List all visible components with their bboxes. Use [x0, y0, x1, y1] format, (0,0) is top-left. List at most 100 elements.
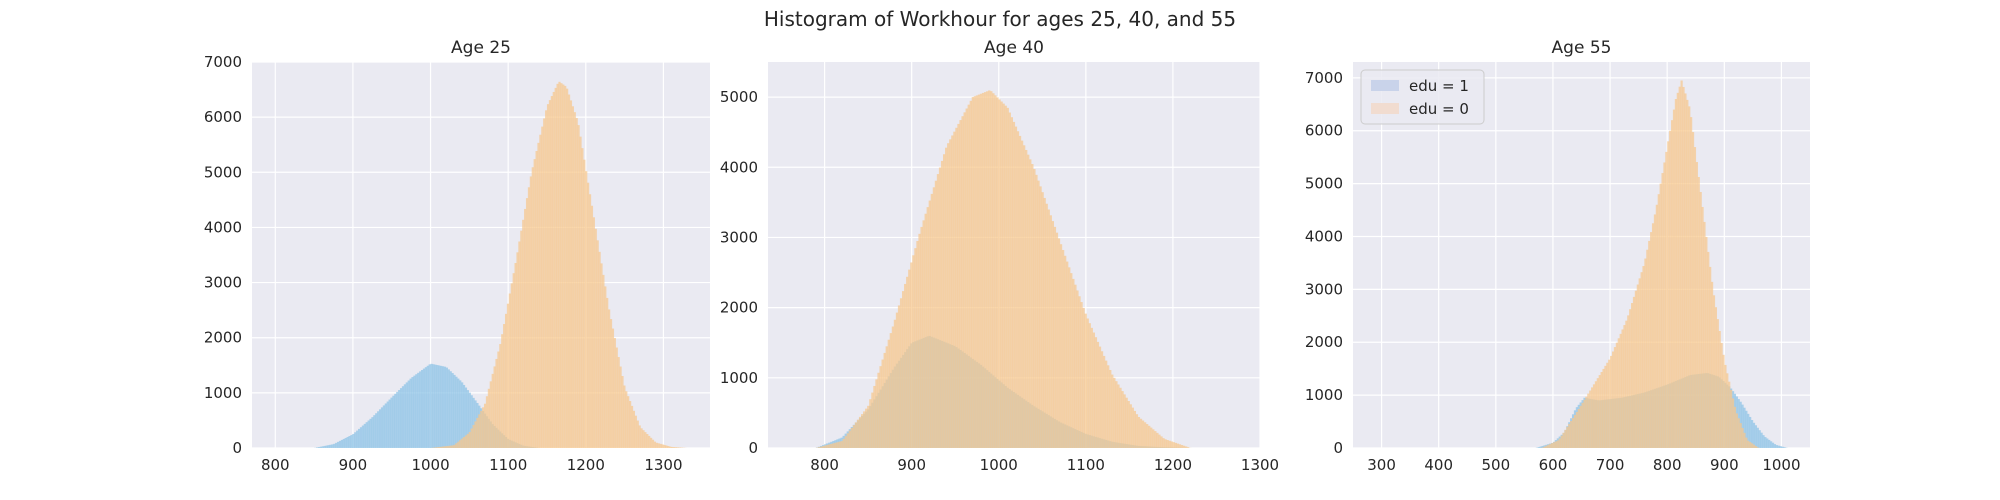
hist-bar: [969, 100, 972, 448]
hist-bar: [910, 262, 913, 448]
hist-bar: [533, 159, 536, 448]
hist-bar: [842, 438, 845, 448]
hist-bar: [1022, 145, 1026, 448]
hist-bar: [1672, 109, 1676, 448]
hist-bar: [1000, 101, 1003, 448]
hist-bar: [1653, 214, 1657, 448]
hist-bar: [449, 371, 452, 448]
hist-bar: [629, 401, 632, 448]
hist-bar: [1084, 313, 1087, 448]
hist-bar: [1726, 373, 1729, 448]
hist-bar: [340, 439, 344, 448]
hist-bar: [480, 410, 483, 448]
subplots: 800 900 1000 1100 1200 1300010002000300040005…: [204, 38, 1810, 474]
hist-bar: [1065, 261, 1069, 448]
hist-bar: [604, 286, 607, 448]
hist-bar: [1589, 390, 1592, 448]
hist-bar: [650, 437, 653, 448]
hist-bar: [369, 418, 372, 448]
hist-bar: [354, 432, 357, 448]
x-tick-label: 300: [1367, 456, 1396, 474]
hist-bar: [424, 367, 427, 448]
hist-bar: [1762, 435, 1765, 448]
hist-bar: [512, 273, 515, 448]
hist-bar: [1184, 446, 1188, 448]
hist-bar: [1747, 413, 1750, 448]
hist-bar: [1174, 442, 1177, 448]
hist-bar: [508, 293, 511, 448]
hist-bar: [541, 126, 544, 448]
hist-bar: [1623, 325, 1626, 448]
y-tick-label: 1000: [1305, 386, 1343, 404]
hist-bar: [1693, 147, 1697, 448]
hist-bar: [1537, 447, 1540, 448]
hist-bar: [824, 445, 827, 448]
hist-bar: [506, 303, 510, 448]
hist-bar: [1710, 281, 1714, 448]
y-tick-label: 2000: [720, 299, 758, 317]
hist-bar: [1129, 404, 1132, 448]
hist-bar: [524, 208, 527, 448]
hist-bar: [1670, 120, 1674, 448]
hist-bar: [1720, 342, 1723, 448]
hist-bar: [577, 125, 580, 448]
hist-bar: [1088, 323, 1091, 448]
hist-bar: [470, 428, 473, 448]
hist-bar: [443, 446, 447, 448]
hist-bar: [581, 148, 584, 448]
subplot-title: Age 55: [1552, 38, 1612, 58]
x-tick-label: 1000: [1762, 456, 1800, 474]
hist-bar: [1100, 351, 1104, 448]
hist-bar: [356, 430, 359, 448]
subplot-title: Age 25: [451, 38, 511, 58]
hist-bar: [548, 100, 552, 448]
legend-swatch: [1371, 103, 1399, 114]
histogram-bars: [314, 81, 687, 448]
hist-bar: [363, 423, 366, 448]
x-tick-label: 900: [1710, 456, 1739, 474]
hist-bar: [1566, 426, 1569, 448]
hist-bar: [1027, 154, 1030, 448]
y-tick-label: 7000: [204, 53, 242, 71]
hist-bar: [434, 364, 437, 448]
x-tick-label: 1100: [489, 456, 527, 474]
hist-bar: [579, 136, 582, 448]
hist-bar: [1033, 169, 1036, 448]
hist-bar: [365, 422, 368, 448]
hist-bar: [940, 160, 944, 448]
hist-bar: [678, 447, 681, 448]
hist-bar: [380, 407, 384, 448]
hist-bar: [1752, 422, 1756, 448]
hist-bar: [588, 194, 592, 448]
y-tick-label: 1000: [204, 384, 242, 402]
hist-bar: [1063, 255, 1067, 448]
hist-bar: [1655, 204, 1658, 448]
hist-bar: [1186, 447, 1190, 448]
hist-bar: [1043, 197, 1046, 448]
hist-bar: [596, 240, 599, 448]
hist-bar: [840, 441, 843, 448]
hist-bar: [904, 283, 907, 448]
hist-bar: [879, 366, 882, 448]
y-tick-label: 4000: [720, 158, 758, 176]
hist-bar: [531, 167, 534, 448]
y-tick-label: 2000: [204, 329, 242, 347]
hist-bar: [1166, 440, 1169, 448]
y-tick-label: 3000: [720, 228, 758, 246]
series-edu-0: [1541, 80, 1759, 448]
hist-bar: [1020, 140, 1024, 448]
hist-bar: [1133, 410, 1136, 448]
x-tick-label: 1000: [411, 456, 449, 474]
hist-bar: [1631, 303, 1634, 448]
hist-bar: [1716, 319, 1719, 448]
x-tick-label: 800: [810, 456, 839, 474]
hist-bar: [545, 110, 548, 448]
hist-bar: [973, 96, 977, 448]
hist-bar: [1049, 215, 1052, 448]
hist-bar: [449, 445, 452, 448]
hist-bar: [441, 446, 445, 448]
hist-bar: [1741, 427, 1744, 448]
hist-bar: [1775, 445, 1778, 448]
hist-bar: [489, 381, 492, 448]
hist-bar: [1636, 284, 1639, 448]
